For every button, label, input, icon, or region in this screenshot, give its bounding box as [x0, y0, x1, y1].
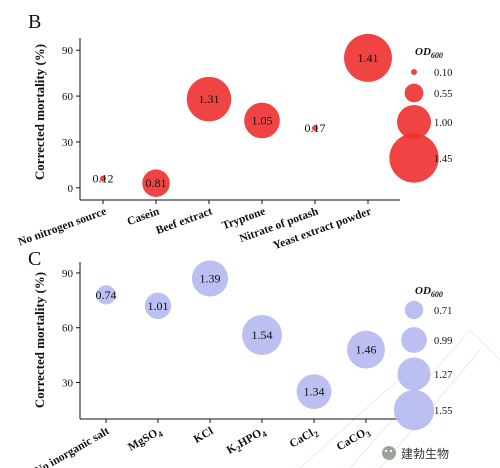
panel-c-bubble [241, 315, 283, 356]
panel-b-legend-title: OD600 [415, 46, 443, 60]
watermark: 建勃生物 [382, 446, 449, 461]
panel-b-bubble-label: 1.41 [358, 51, 379, 65]
panel-b-bubble [244, 102, 280, 139]
panel-c-legend-label: 1.55 [434, 406, 452, 417]
panel-c-legend-bubble [397, 357, 431, 391]
panel-b-y-tick-label: 90 [62, 45, 74, 57]
panel-c-legend-bubble [401, 327, 427, 353]
panel-b-legend: OD600 0.10 0.55 1.00 1.45 [389, 46, 452, 183]
panel-c: C Corrected mortality (%) 30 60 90 No inorg… [28, 248, 452, 468]
panel-c-x-tick-label: KCl [192, 425, 216, 446]
panel-c-legend-title: OD600 [415, 285, 443, 299]
panel-b-legend-bubble [411, 69, 417, 75]
panel-c-x-tick-label: No inorganic salt [33, 425, 112, 468]
panel-c-legend-bubble [404, 300, 424, 320]
panel-c-legend: OD600 0.71 0.99 1.27 1.55 [393, 285, 452, 431]
panel-b-bubble [100, 175, 106, 182]
panel-c-bubble [347, 330, 385, 369]
panel-c-bubble-label: 1.46 [356, 343, 377, 357]
panel-b-legend-label: 1.00 [434, 118, 452, 129]
panel-b-bubble [344, 33, 392, 82]
panel-b-bubble-label: 1.05 [252, 114, 273, 128]
panel-b-bubble-label: 0.17 [305, 121, 326, 135]
panel-b-legend-bubble [404, 83, 424, 103]
panel-c-y-tick-label: 90 [62, 268, 74, 280]
wechat-icon [382, 446, 396, 460]
panel-b: B Corrected mortality (%) 0 30 60 90 No nitr… [17, 11, 453, 252]
panel-b-legend-label: 0.55 [434, 89, 452, 100]
panel-c-bubble-label: 1.34 [304, 385, 325, 399]
panel-b-bubble-label: 0.81 [146, 176, 167, 190]
panel-c-bubble-label: 1.39 [200, 271, 221, 285]
watermark-text: 建勃生物 [401, 447, 449, 461]
panel-c-legend-label: 1.27 [434, 370, 452, 381]
panel-c-letter: C [28, 248, 41, 270]
panel-c-y-axis-title: Corrected mortality (%) [32, 272, 47, 408]
panel-c-bubble [144, 292, 172, 319]
panel-c-x-tick-label: K2HPO4 [225, 425, 269, 459]
panel-c-legend-bubble [393, 389, 435, 431]
panel-c-bubble [96, 285, 116, 305]
panel-b-legend-label: 0.10 [434, 68, 452, 79]
panel-c-bubble [296, 374, 332, 410]
panel-c-y-tick-label: 30 [62, 377, 74, 389]
panel-c-legend-label: 0.99 [434, 336, 452, 347]
panel-b-legend-bubble [389, 133, 439, 183]
panel-c-bubble-label: 1.54 [252, 328, 273, 342]
panel-b-y-tick-label: 30 [62, 137, 74, 149]
panel-c-bubble-label: 1.01 [148, 299, 169, 313]
panel-b-legend-bubble [397, 105, 431, 139]
panel-c-plot: 30 60 90 No inorganic salt MgSO4 KCl K2HPO4 CaC… [33, 260, 400, 468]
panel-b-legend-label: 1.45 [434, 154, 452, 165]
panel-b-bubble [312, 125, 318, 132]
panel-c-bubble [191, 260, 229, 297]
panel-b-y-axis-title: Corrected mortality (%) [32, 44, 47, 180]
panel-b-bubble [186, 76, 232, 122]
panel-b-letter: B [28, 11, 41, 33]
panel-c-x-tick-label: MgSO4 [126, 425, 165, 456]
panel-b-y-tick-label: 60 [62, 91, 74, 103]
panel-c-x-tick-label: CaCO3 [335, 425, 373, 455]
panel-b-bubble-label: 0.12 [93, 172, 114, 186]
panel-b-x-tick-label: No nitrogen source [17, 206, 108, 249]
panel-b-bubble [142, 169, 170, 197]
panel-b-y-tick-label: 0 [68, 183, 74, 195]
panel-c-legend-label: 0.71 [434, 306, 452, 317]
panel-c-x-tick-label: CaCl2 [288, 425, 321, 452]
panel-b-bubble-label: 1.31 [199, 92, 220, 106]
panel-c-y-tick-label: 60 [62, 323, 74, 335]
panel-b-x-tick-label: Beef extract [154, 205, 214, 237]
panel-c-bubble-label: 0.74 [96, 288, 117, 302]
